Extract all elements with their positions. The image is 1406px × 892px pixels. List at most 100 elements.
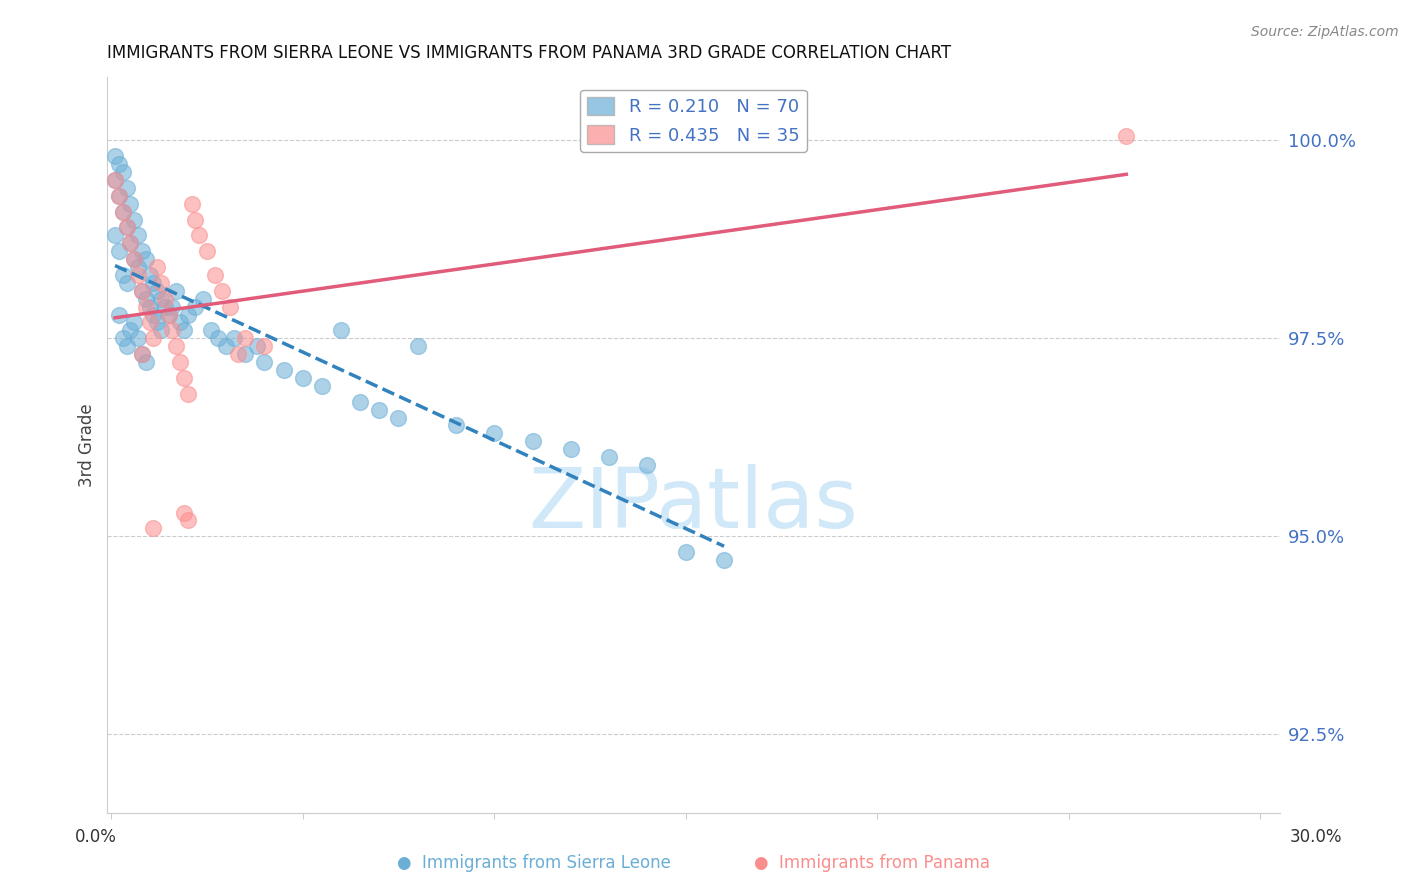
Point: [104, 149, 127, 163]
Point: [108, 308, 131, 322]
Point: [146, 284, 169, 298]
Point: [122, 252, 145, 267]
Point: [368, 402, 391, 417]
Point: [153, 292, 176, 306]
Text: IMMIGRANTS FROM SIERRA LEONE VS IMMIGRANTS FROM PANAMA 3RD GRADE CORRELATION CHA: IMMIGRANTS FROM SIERRA LEONE VS IMMIGRAN…: [107, 44, 952, 62]
Point: [233, 331, 256, 345]
Point: [522, 434, 544, 449]
Point: [233, 347, 256, 361]
Text: ●  Immigrants from Panama: ● Immigrants from Panama: [754, 855, 990, 872]
Point: [349, 394, 371, 409]
Point: [135, 292, 157, 306]
Y-axis label: 3rd Grade: 3rd Grade: [79, 403, 96, 487]
Point: [165, 339, 187, 353]
Point: [142, 331, 165, 345]
Text: 0.0%: 0.0%: [75, 828, 117, 846]
Point: [115, 181, 138, 195]
Point: [122, 252, 145, 267]
Point: [173, 506, 195, 520]
Point: [108, 188, 131, 202]
Point: [184, 300, 207, 314]
Point: [188, 228, 211, 243]
Point: [560, 442, 582, 457]
Point: [135, 300, 157, 314]
Point: [169, 316, 191, 330]
Point: [150, 292, 173, 306]
Text: 30.0%: 30.0%: [1289, 828, 1343, 846]
Point: [177, 513, 200, 527]
Text: Source: ZipAtlas.com: Source: ZipAtlas.com: [1251, 25, 1399, 39]
Point: [111, 165, 134, 179]
Point: [195, 244, 218, 259]
Point: [157, 308, 180, 322]
Point: [211, 284, 233, 298]
Point: [311, 379, 333, 393]
Point: [115, 220, 138, 235]
Point: [127, 268, 149, 282]
Point: [120, 236, 142, 251]
Point: [637, 458, 659, 472]
Point: [330, 323, 353, 337]
Point: [111, 204, 134, 219]
Point: [131, 347, 153, 361]
Point: [253, 355, 276, 369]
Point: [177, 386, 200, 401]
Point: [291, 371, 314, 385]
Point: [108, 188, 131, 202]
Point: [138, 268, 160, 282]
Point: [162, 323, 184, 337]
Point: [150, 323, 173, 337]
Text: ●  Immigrants from Sierra Leone: ● Immigrants from Sierra Leone: [398, 855, 671, 872]
Point: [484, 426, 506, 441]
Point: [146, 316, 169, 330]
Point: [246, 339, 269, 353]
Point: [120, 323, 142, 337]
Point: [115, 339, 138, 353]
Point: [111, 204, 134, 219]
Point: [406, 339, 429, 353]
Point: [253, 339, 276, 353]
Point: [184, 212, 207, 227]
Point: [138, 316, 160, 330]
Point: [142, 276, 165, 290]
Point: [108, 244, 131, 259]
Point: [142, 521, 165, 535]
Point: [104, 228, 127, 243]
Point: [131, 244, 153, 259]
Point: [153, 300, 176, 314]
Point: [108, 157, 131, 171]
Point: [111, 268, 134, 282]
Point: [127, 228, 149, 243]
Point: [169, 355, 191, 369]
Point: [131, 284, 153, 298]
Point: [173, 371, 195, 385]
Point: [127, 331, 149, 345]
Point: [120, 236, 142, 251]
Point: [273, 363, 295, 377]
Point: [150, 276, 173, 290]
Point: [135, 355, 157, 369]
Point: [120, 196, 142, 211]
Point: [191, 292, 214, 306]
Point: [1115, 129, 1137, 144]
Point: [111, 331, 134, 345]
Point: [219, 300, 242, 314]
Point: [115, 276, 138, 290]
Point: [162, 300, 184, 314]
Point: [226, 347, 249, 361]
Point: [165, 284, 187, 298]
Point: [135, 252, 157, 267]
Point: [387, 410, 409, 425]
Point: [115, 220, 138, 235]
Point: [138, 300, 160, 314]
Point: [142, 308, 165, 322]
Point: [131, 347, 153, 361]
Point: [215, 339, 238, 353]
Point: [204, 268, 226, 282]
Point: [122, 316, 145, 330]
Legend: R = 0.210   N = 70, R = 0.435   N = 35: R = 0.210 N = 70, R = 0.435 N = 35: [581, 90, 807, 152]
Point: [122, 212, 145, 227]
Point: [177, 308, 200, 322]
Point: [207, 331, 229, 345]
Point: [180, 196, 202, 211]
